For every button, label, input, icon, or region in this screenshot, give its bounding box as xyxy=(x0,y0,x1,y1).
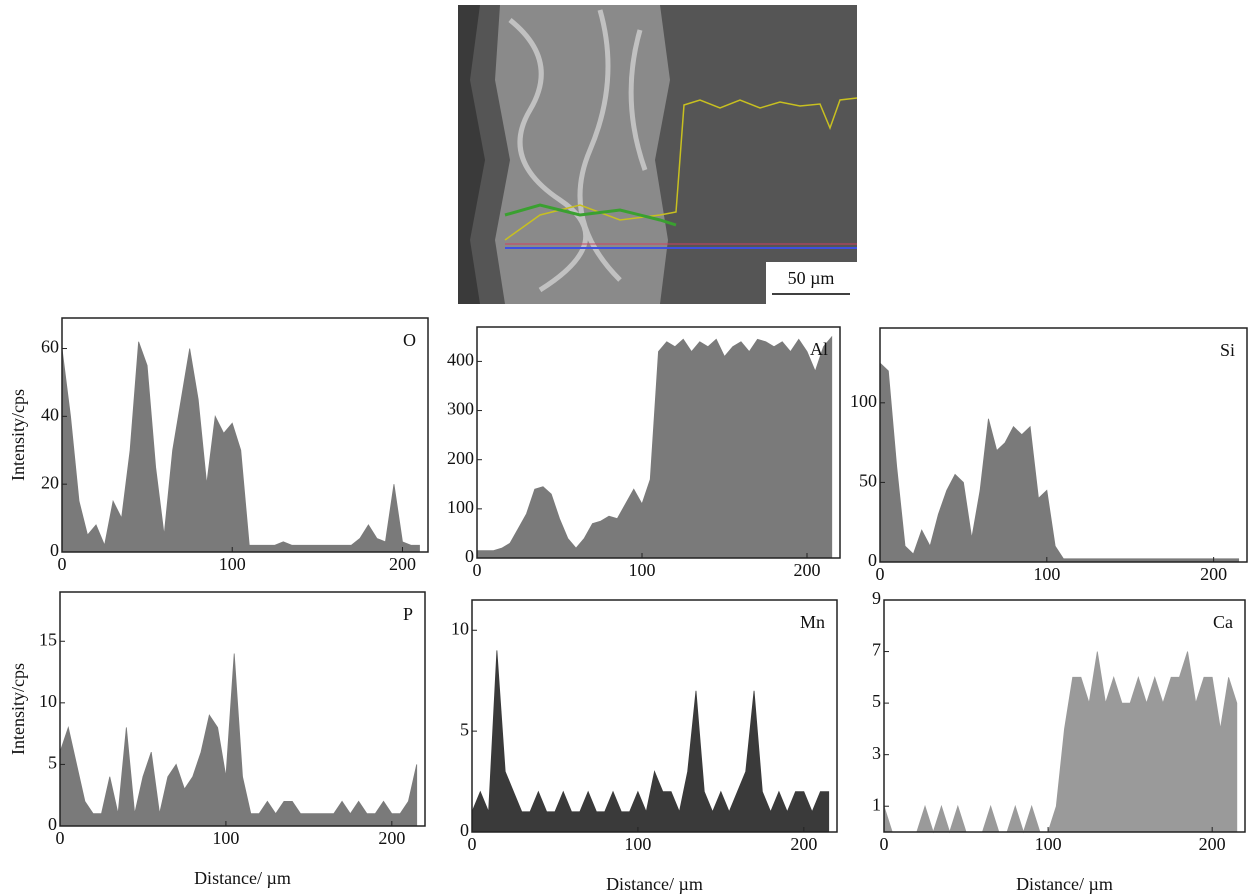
y-tick-label: 10 xyxy=(39,691,57,711)
y-tick-label: 7 xyxy=(872,640,881,660)
y-tick-label: 10 xyxy=(451,618,469,638)
x-axis-label: Distance/ µm xyxy=(1016,874,1113,894)
sem-texture xyxy=(458,5,485,304)
scale-bar-background xyxy=(766,262,857,304)
plot-frame xyxy=(61,317,429,553)
y-axis-label: Intensity/cps xyxy=(8,389,28,481)
x-tick-label: 200 xyxy=(794,560,821,580)
area xyxy=(59,653,418,827)
y-tick-label: 200 xyxy=(447,448,474,468)
x-tick-label: 200 xyxy=(1200,564,1227,584)
y-tick-label: 400 xyxy=(447,350,474,370)
element-label: P xyxy=(403,604,413,624)
plot-frame xyxy=(471,599,838,833)
element-label: O xyxy=(403,330,416,350)
y-tick-label: 100 xyxy=(447,497,474,517)
plot-frame xyxy=(879,327,1248,563)
y-tick-label: 5 xyxy=(48,753,57,773)
area xyxy=(471,650,830,833)
element-label: Mn xyxy=(800,612,825,632)
x-tick-label: 0 xyxy=(58,554,67,574)
x-tick-label: 200 xyxy=(378,828,405,848)
x-tick-label: 0 xyxy=(876,564,885,584)
x-axis-label: Distance/ µm xyxy=(606,874,703,894)
y-tick-label: 0 xyxy=(50,540,59,560)
x-tick-label: 200 xyxy=(790,834,817,854)
sem-overlay-line xyxy=(504,203,677,227)
area xyxy=(476,335,833,559)
x-tick-label: 100 xyxy=(212,828,239,848)
y-tick-label: 15 xyxy=(39,629,57,649)
x-axis-label: Distance/ µm xyxy=(194,868,291,888)
y-tick-label: 40 xyxy=(41,404,59,424)
area xyxy=(879,362,1240,563)
x-tick-label: 100 xyxy=(1033,564,1060,584)
plot-frame xyxy=(883,599,1246,833)
x-tick-label: 100 xyxy=(1035,834,1062,854)
element-label: Si xyxy=(1220,340,1235,360)
plot-frame xyxy=(59,591,426,827)
x-tick-label: 100 xyxy=(624,834,651,854)
y-tick-label: 0 xyxy=(48,814,57,834)
area xyxy=(883,651,1238,834)
sem-overlay-line xyxy=(504,97,858,241)
y-tick-label: 50 xyxy=(859,471,877,491)
x-tick-label: 0 xyxy=(56,828,65,848)
scale-bar-label: 50 µm xyxy=(788,268,835,288)
x-tick-label: 200 xyxy=(1199,834,1226,854)
y-tick-label: 5 xyxy=(872,691,881,711)
x-tick-label: 200 xyxy=(389,554,416,574)
element-label: Ca xyxy=(1213,612,1233,632)
x-tick-label: 0 xyxy=(880,834,889,854)
plot-frame xyxy=(476,326,841,559)
y-axis-label: Intensity/cps xyxy=(8,663,28,755)
y-tick-label: 5 xyxy=(460,719,469,739)
y-tick-label: 100 xyxy=(850,391,877,411)
x-tick-label: 0 xyxy=(473,560,482,580)
sem-texture xyxy=(508,9,648,293)
element-label: Al xyxy=(810,339,828,359)
y-tick-label: 9 xyxy=(872,588,881,608)
y-tick-label: 0 xyxy=(868,550,877,570)
y-tick-label: 0 xyxy=(460,820,469,840)
y-tick-label: 0 xyxy=(465,546,474,566)
sem-image: 50 µm xyxy=(458,5,858,304)
x-tick-label: 100 xyxy=(219,554,246,574)
x-tick-label: 0 xyxy=(468,834,477,854)
y-tick-label: 20 xyxy=(41,472,59,492)
area xyxy=(61,341,420,553)
y-tick-label: 1 xyxy=(872,794,881,814)
y-tick-label: 300 xyxy=(447,399,474,419)
y-tick-label: 60 xyxy=(41,337,59,357)
y-tick-label: 3 xyxy=(872,743,881,763)
x-tick-label: 100 xyxy=(629,560,656,580)
